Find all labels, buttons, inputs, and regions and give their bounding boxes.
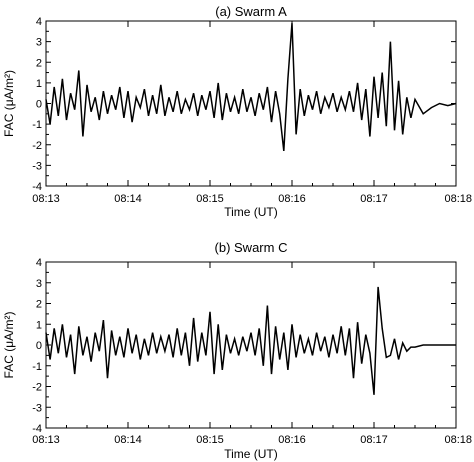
y-tick-label: -4 (32, 181, 42, 193)
x-tick-label: 08:16 (278, 193, 306, 205)
x-tick-label: 08:14 (114, 193, 142, 205)
y-tick-label: 0 (36, 99, 42, 111)
x-tick-label: 08:17 (360, 193, 388, 205)
x-tick-label: 08:15 (196, 193, 224, 205)
series-line (45, 23, 457, 151)
x-tick-label: 08:17 (360, 434, 388, 446)
x-tick-label: 08:13 (32, 434, 60, 446)
x-tick-label: 08:15 (196, 434, 224, 446)
y-tick-label: 2 (36, 57, 42, 69)
x-tick-label: 08:16 (278, 434, 306, 446)
y-tick-label: -3 (32, 160, 42, 172)
y-tick-label: -2 (32, 382, 42, 394)
x-axis-label: Time (UT) (224, 205, 278, 219)
y-axis: -4 -3 -2 -1 0 1 2 3 4 (32, 257, 456, 435)
y-tick-label: 1 (36, 319, 42, 331)
series-line (45, 286, 456, 395)
chart-title: (b) Swarm C (215, 240, 288, 255)
plot-frame (45, 261, 457, 429)
y-axis: -4 -3 -2 -1 0 1 2 3 4 (32, 16, 456, 193)
y-tick-label: 0 (36, 340, 42, 352)
x-tick-label: 08:13 (32, 193, 60, 205)
x-axis-label: Time (UT) (224, 447, 278, 461)
y-tick-label: 4 (36, 257, 42, 269)
y-tick-label: -3 (32, 402, 42, 414)
x-axis: 08:13 08:14 08:15 08:16 08:17 08:18 (32, 262, 472, 446)
x-tick-label: 08:18 (444, 434, 472, 446)
y-tick-label: 3 (36, 278, 42, 290)
y-tick-label: -4 (32, 423, 42, 435)
x-tick-label: 08:18 (444, 193, 472, 205)
y-axis-label: FAC (μA/m²) (2, 70, 16, 137)
y-tick-label: -1 (32, 119, 42, 131)
x-axis: 08:13 08:14 08:15 08:16 08:17 08:18 (32, 21, 472, 205)
y-tick-label: 4 (36, 16, 42, 28)
y-tick-label: -1 (32, 361, 42, 373)
x-tick-label: 08:14 (114, 434, 142, 446)
plot-frame (45, 20, 457, 187)
chart-title: (a) Swarm A (215, 4, 287, 19)
y-tick-label: 1 (36, 78, 42, 90)
y-axis-label: FAC (μA/m²) (2, 312, 16, 379)
y-tick-label: 2 (36, 299, 42, 311)
y-tick-label: 3 (36, 37, 42, 49)
y-tick-label: -2 (32, 140, 42, 152)
